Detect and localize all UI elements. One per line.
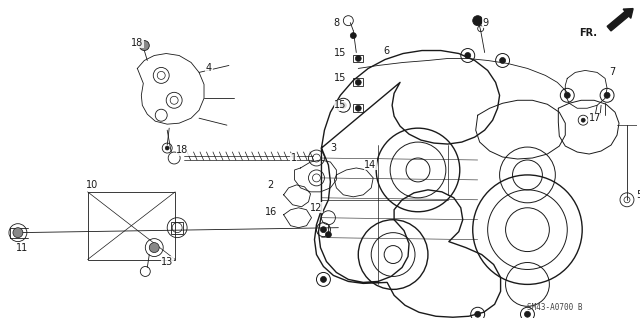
Text: 15: 15 [334, 100, 346, 110]
Bar [353, 104, 364, 112]
Text: 17: 17 [589, 113, 602, 123]
Circle shape [355, 79, 361, 85]
Text: 15: 15 [334, 48, 346, 57]
Text: 2: 2 [268, 180, 274, 190]
Text: 18: 18 [176, 145, 188, 155]
Text: FR.: FR. [579, 28, 597, 38]
Circle shape [500, 57, 506, 63]
Circle shape [465, 53, 471, 58]
Circle shape [524, 311, 531, 317]
Text: 16: 16 [264, 207, 277, 217]
Text: 13: 13 [161, 256, 173, 266]
Text: 1: 1 [291, 153, 297, 163]
Circle shape [355, 56, 361, 62]
Text: 14: 14 [364, 160, 376, 170]
Circle shape [340, 102, 346, 108]
Circle shape [350, 33, 356, 39]
FancyArrow shape [607, 9, 633, 31]
Text: 10: 10 [86, 180, 99, 190]
Text: 11: 11 [16, 242, 28, 253]
Circle shape [355, 105, 361, 111]
Circle shape [165, 146, 169, 150]
Circle shape [564, 92, 570, 98]
Text: 15: 15 [334, 73, 346, 83]
Text: 3: 3 [330, 143, 337, 153]
Text: SM43-A0700 B: SM43-A0700 B [527, 303, 583, 312]
Text: 8: 8 [333, 18, 339, 28]
Circle shape [321, 277, 326, 282]
Bar [353, 55, 364, 63]
Circle shape [581, 118, 585, 122]
Circle shape [321, 227, 326, 233]
Bar [353, 78, 364, 86]
Text: 9: 9 [483, 18, 489, 28]
Text: 6: 6 [383, 46, 389, 56]
Bar [88, 192, 175, 260]
Text: 12: 12 [310, 203, 323, 213]
Circle shape [13, 228, 23, 238]
Circle shape [604, 92, 610, 98]
Circle shape [149, 243, 159, 253]
Circle shape [140, 41, 149, 50]
Text: 4: 4 [206, 63, 212, 73]
Bar [171, 222, 183, 234]
Text: 18: 18 [131, 38, 143, 48]
Text: 5: 5 [636, 190, 640, 200]
Circle shape [475, 311, 481, 317]
Circle shape [325, 232, 332, 238]
Circle shape [473, 16, 483, 26]
Text: 7: 7 [609, 67, 615, 78]
